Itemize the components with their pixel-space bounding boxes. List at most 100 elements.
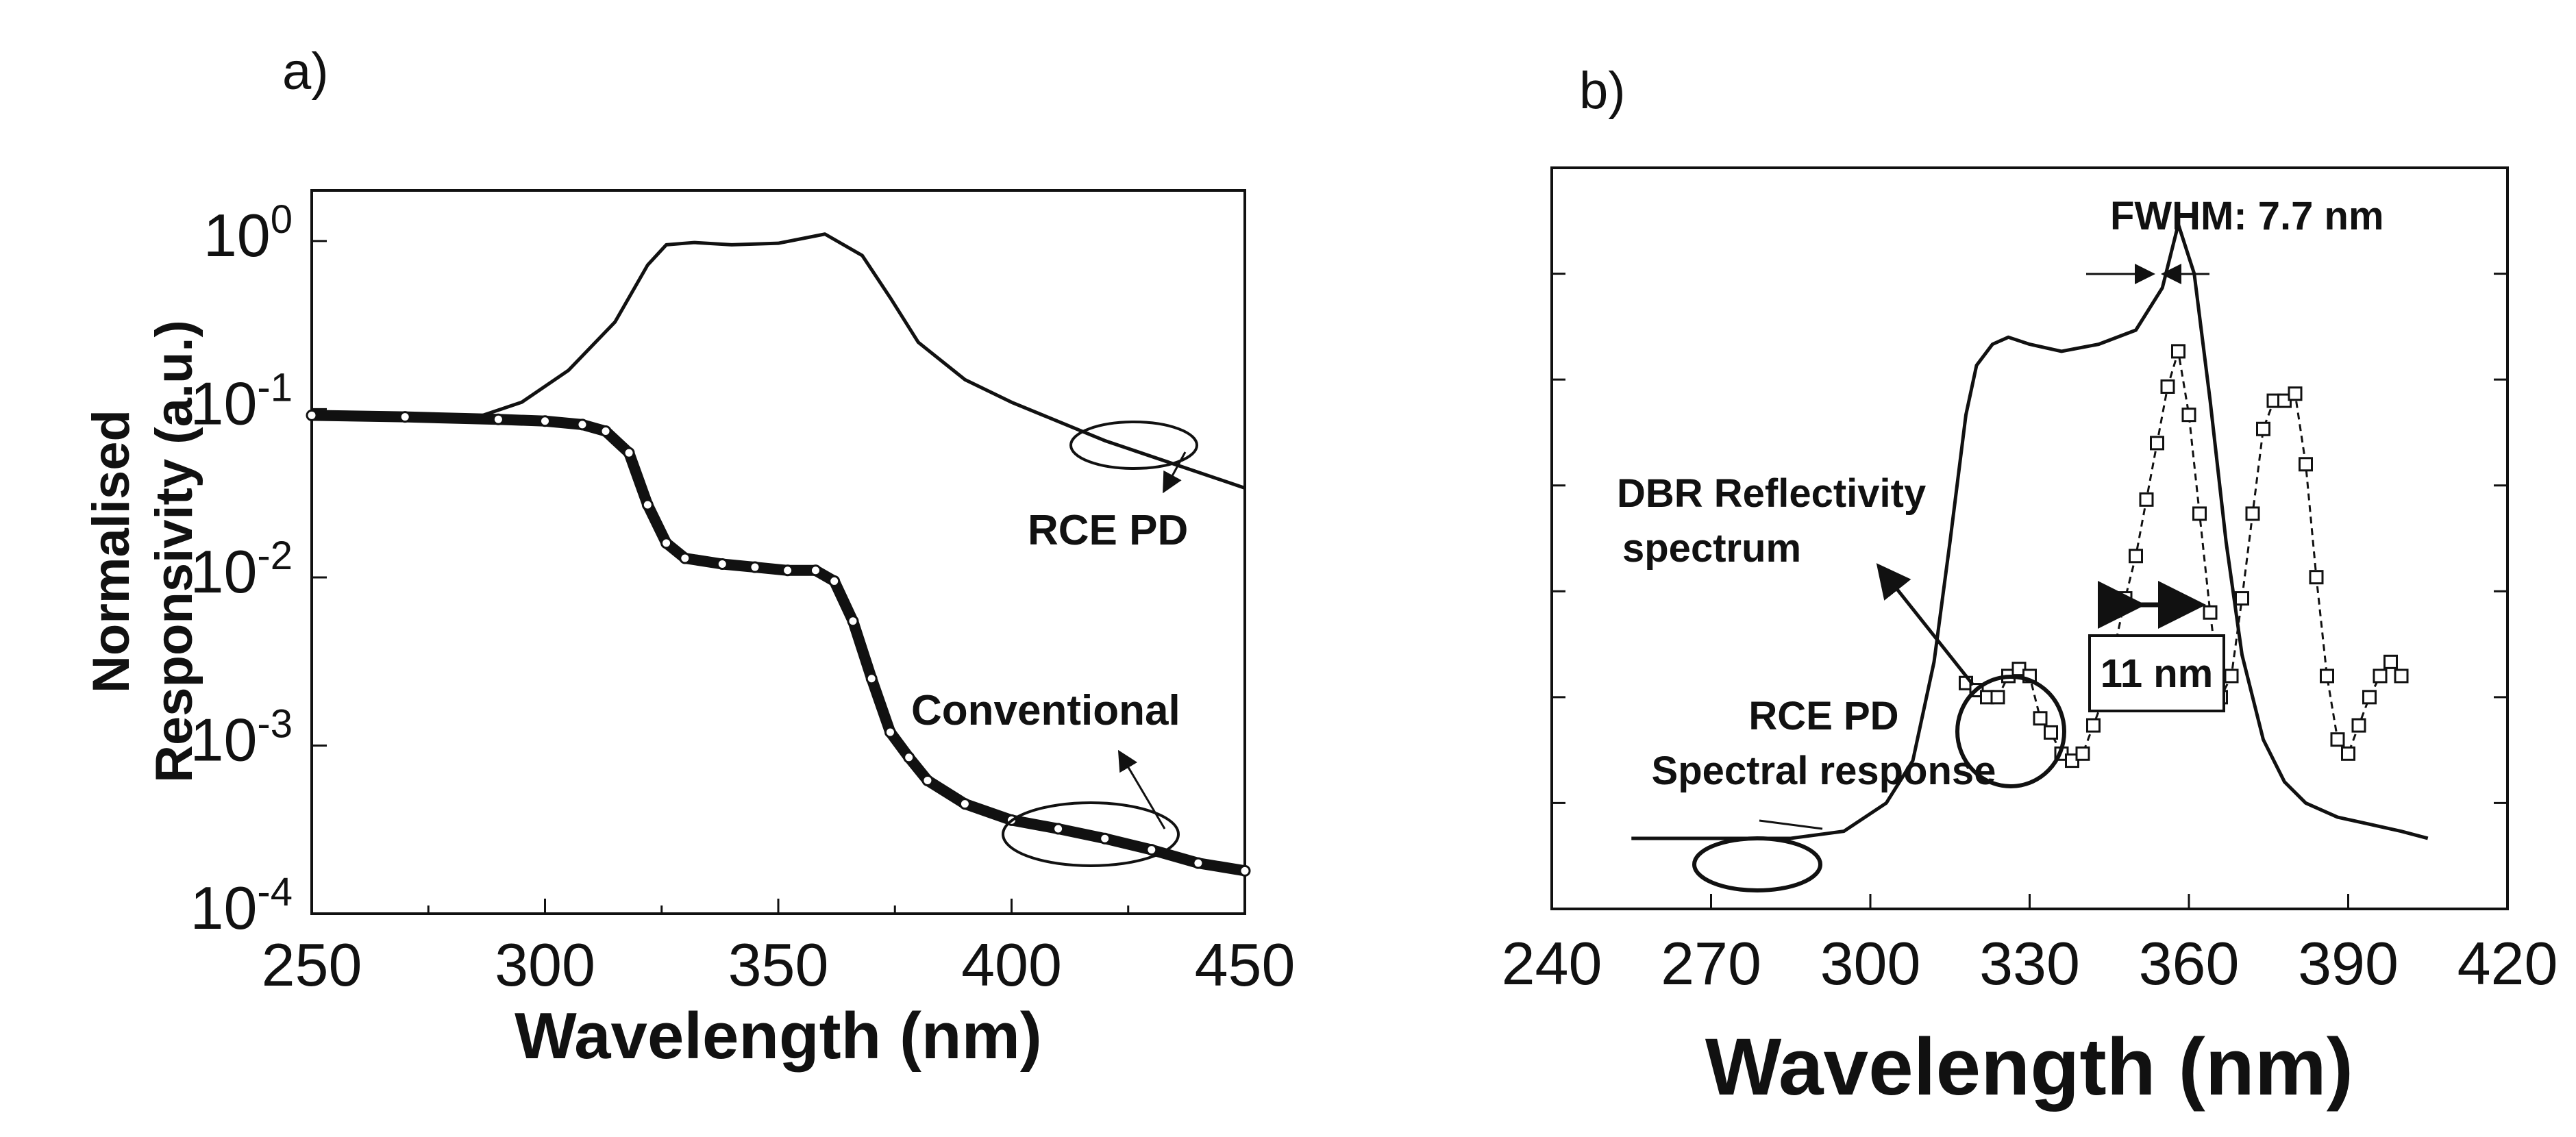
rce-pd-line-a (465, 232, 1246, 490)
dbr-reflectivity-point (2373, 669, 2388, 684)
dbr-reflectivity-point (2150, 436, 2164, 451)
panel-b-y-ticks (1552, 273, 2507, 804)
panel-b-x-tick-label: 240 (1502, 929, 1602, 997)
conventional-pointer (1117, 749, 1166, 829)
dbr-reflectivity-point (1990, 690, 2005, 705)
conventional-ellipse (1002, 801, 1180, 867)
panel-b-x-axis-title: Wavelength (nm) (1705, 1022, 2353, 1112)
rce-pd-ellipse (1069, 421, 1198, 470)
conventional-point (660, 537, 673, 549)
conventional-point (623, 447, 635, 459)
rce-spectral-label-line2: Spectral response (1652, 749, 1996, 793)
panel-a-label: a) (282, 42, 329, 101)
conventional-label: Conventional (911, 687, 1180, 734)
rce-pd-pointer (1163, 451, 1187, 494)
dbr-reflectivity-point (2309, 570, 2324, 585)
panel-b-x-tick-label: 420 (2457, 929, 2558, 997)
dbr-reflectivity-point (2160, 379, 2175, 394)
panel-a-y-tick-label: 10-4 (190, 870, 293, 942)
conventional-point (903, 751, 915, 764)
conventional-point (716, 558, 728, 571)
panel-a-x-tick-label: 450 (1195, 931, 1296, 999)
panel-a-x-tick-label: 400 (961, 931, 1062, 999)
conventional-point (809, 564, 821, 577)
panel-b-x-tick-label: 300 (1820, 929, 1921, 997)
dbr-reflectivity-point (2394, 669, 2409, 684)
panel-a-y-ticks: 100 10-1 10-2 10-3 10-4 (190, 197, 327, 942)
dbr-reflectivity-point (2129, 549, 2143, 564)
rce-pd-label: RCE PD (1028, 507, 1188, 554)
rce-spectral-pointer (1759, 819, 1823, 830)
dbr-reflectivity-point (2192, 506, 2207, 521)
panel-a-x-tick-label: 350 (728, 931, 829, 999)
conventional-point (847, 615, 859, 627)
conventional-point (492, 413, 504, 425)
dbr-reflectivity-point (2235, 591, 2249, 606)
dbr-reflectivity-point (2033, 711, 2048, 726)
conventional-point (1099, 832, 1111, 845)
panel-b-x-ticks: 240 270 300 330 360 390 420 (1502, 894, 2558, 997)
dbr-reflectivity-point (2288, 386, 2303, 401)
conventional-point (1145, 844, 1158, 856)
panel-a-x-ticks: 250 300 350 400 450 (262, 899, 1296, 999)
conventional-point (679, 552, 691, 564)
dbr-reflectivity-point (2330, 732, 2345, 747)
panel-a-y-tick-label: 10-1 (190, 365, 293, 437)
conventional-point (576, 418, 589, 431)
conventional-point (865, 673, 878, 685)
panel-b-plot-area (1631, 222, 2429, 840)
conventional-point (306, 409, 318, 421)
dbr-reflectivity-point (2299, 457, 2313, 472)
dbr-reflectivity-point (2224, 669, 2239, 684)
dbr-reflectivity-point (2320, 669, 2334, 684)
panel-a-x-axis-title: Wavelength (nm) (515, 999, 1042, 1073)
dbr-reflectivity-point (2075, 746, 2090, 761)
conventional-point (782, 564, 794, 577)
dbr-reflectivity-point (2044, 725, 2058, 740)
dbr-reflectivity-point (2256, 421, 2270, 436)
conventional-point (399, 411, 411, 423)
panel-a-x-tick-label: 250 (262, 931, 362, 999)
panel-a-y-axis-title-line1: Normalised (82, 410, 140, 693)
dbr-reflectivity-point (2171, 344, 2185, 359)
dbr-circle (1955, 675, 2066, 788)
rce-spectral-label-line1: RCE PD (1748, 694, 1898, 738)
rce-pd-spectral-line-b (1631, 222, 2429, 840)
fwhm-label: FWHM: 7.7 nm (2110, 194, 2384, 238)
dbr-reflectivity-point (2383, 654, 2398, 669)
conventional-point (1052, 823, 1065, 835)
conventional-point (641, 499, 654, 511)
panel-b-x-tick-label: 390 (2298, 929, 2399, 997)
conventional-point (921, 774, 934, 786)
panel-a-x-tick-label: 300 (495, 931, 595, 999)
dbr-label-line1: DBR Reflectivity (1617, 471, 1926, 516)
conventional-point (599, 425, 612, 438)
panel-a-y-tick-label: 100 (203, 197, 293, 269)
panel-b-x-tick-label: 360 (2139, 929, 2240, 997)
dbr-reflectivity-point (2139, 492, 2154, 507)
conventional-point (884, 726, 896, 738)
panel-b-label: b) (1579, 62, 1626, 120)
conventional-point (1239, 864, 1251, 877)
panel-a-y-tick-label: 10-3 (190, 701, 293, 773)
dbr-reflectivity-point (2351, 718, 2366, 733)
panel-b: b) 240 270 300 330 360 390 420 Wavelength (nm)… (1502, 62, 2558, 1112)
dbr-pointer (1876, 563, 1974, 686)
rce-spectral-ellipse (1692, 836, 1822, 892)
eleven-nm-box (2088, 634, 2225, 712)
panel-a-y-tick-label: 10-2 (190, 534, 293, 605)
panel-a-plot-area (306, 232, 1251, 877)
conventional-point (1192, 857, 1204, 869)
dbr-reflectivity-point (2203, 605, 2218, 620)
conventional-point (828, 575, 841, 587)
conventional-point (958, 798, 971, 810)
dbr-reflectivity-point (2362, 690, 2377, 705)
panel-a-y-axis-title-line2: Responsivity (a.u.) (145, 320, 203, 783)
eleven-nm-label: 11 nm (2101, 651, 2213, 696)
dbr-reflectivity-point (2118, 591, 2133, 606)
dbr-reflectivity-point (2341, 746, 2355, 761)
dbr-reflectivity-point (2181, 408, 2196, 423)
dbr-label-line2: spectrum (1622, 526, 1801, 571)
dbr-reflectivity-point (2086, 718, 2101, 733)
